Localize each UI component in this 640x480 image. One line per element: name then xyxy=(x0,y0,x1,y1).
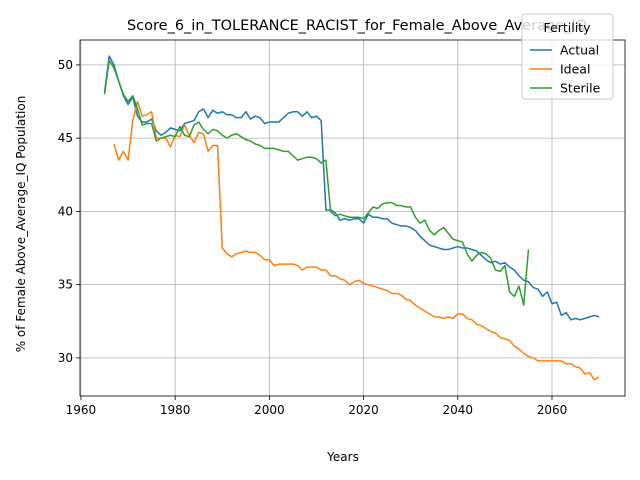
y-tick-label: 30 xyxy=(58,351,73,365)
chart-title: Score_6_in_TOLERANCE_RACIST_for_Female_A… xyxy=(127,18,587,34)
y-tick-label: 40 xyxy=(58,204,73,218)
x-tick-label: 1980 xyxy=(160,403,191,417)
plot-frame xyxy=(79,39,626,397)
y-tick-label: 50 xyxy=(58,58,73,72)
series-line-ideal xyxy=(113,100,600,381)
legend-box xyxy=(521,13,614,100)
x-tick-label: 1960 xyxy=(66,403,97,417)
x-tick-label: 2040 xyxy=(443,403,474,417)
series-line-actual xyxy=(103,55,600,321)
legend-label-actual: Actual xyxy=(560,43,599,58)
x-tick-label: 2000 xyxy=(254,403,285,417)
legend-title: Fertility xyxy=(544,20,592,35)
x-tick-label: 2020 xyxy=(348,403,379,417)
legend-entries: Actual Ideal Sterile xyxy=(530,43,601,96)
x-tick-label: 2060 xyxy=(537,403,568,417)
legend: Fertility Actual Ideal Sterile xyxy=(521,13,614,100)
x-axis-ticks: 1960 1980 2000 2020 2040 2060 xyxy=(66,396,568,417)
y-axis-ticks: 30 35 40 45 50 xyxy=(58,58,80,365)
y-tick-label: 35 xyxy=(58,278,73,292)
y-tick-label: 45 xyxy=(58,131,73,145)
y-axis-label: % of Female Above_Average_IQ Population xyxy=(14,96,28,353)
series-line-sterile xyxy=(103,59,530,306)
x-axis-label: Years xyxy=(326,450,359,464)
legend-label-ideal: Ideal xyxy=(560,62,590,77)
legend-label-sterile: Sterile xyxy=(560,81,601,96)
series-layer xyxy=(103,55,600,381)
